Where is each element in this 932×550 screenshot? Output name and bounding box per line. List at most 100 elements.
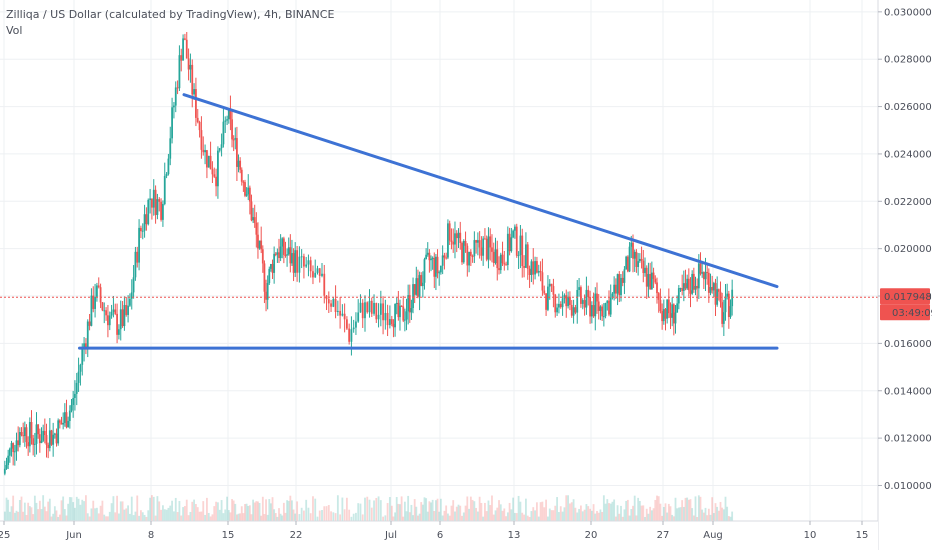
candle [452, 228, 455, 253]
candle [425, 248, 428, 260]
volume-bar [574, 507, 577, 521]
candle [60, 416, 63, 425]
trendline-descending-resistance[interactable] [182, 93, 779, 289]
volume-legend[interactable]: Vol [6, 24, 23, 37]
candle [587, 285, 590, 306]
candle [307, 254, 310, 277]
volume-bar [415, 506, 418, 521]
candle-body [292, 253, 295, 273]
volume-bar [276, 516, 279, 521]
time-tick-label: 10 [804, 530, 817, 541]
candle [63, 403, 66, 427]
volume-bar [167, 507, 170, 521]
candle [240, 167, 243, 186]
candle [94, 283, 96, 318]
candle-body [211, 169, 214, 175]
volume-bar [226, 496, 228, 521]
candle [649, 262, 652, 290]
volume-bar [642, 505, 645, 521]
candle-body [552, 286, 555, 295]
candle-body [489, 236, 492, 248]
candle [681, 274, 684, 296]
candle [545, 293, 547, 316]
candle [173, 102, 175, 119]
candle-body [268, 268, 271, 284]
candle [475, 239, 478, 254]
candle [255, 212, 258, 248]
candle [464, 231, 467, 253]
volume-bar [163, 509, 166, 521]
volume-bar [209, 516, 212, 521]
candle-body [303, 256, 305, 267]
candle-body [654, 278, 657, 283]
candle-body [530, 261, 533, 276]
volume-bar [207, 512, 210, 521]
volume-bar [611, 501, 614, 521]
volume-bar [373, 500, 375, 521]
candle [656, 277, 658, 304]
volume-bar [215, 501, 217, 521]
candle-body [129, 298, 131, 306]
candle-body [626, 256, 629, 272]
volume-bar [213, 506, 216, 521]
candle [448, 220, 451, 246]
candle [547, 275, 549, 312]
candle-body [421, 282, 424, 287]
candle-body [630, 242, 633, 247]
candle-body [15, 440, 18, 452]
candle [580, 285, 582, 308]
candle-body [332, 298, 335, 307]
candle [108, 311, 111, 331]
candle-body [236, 138, 238, 167]
volume-bar [659, 503, 662, 521]
candle-body [431, 257, 434, 259]
candle-body [475, 240, 478, 243]
candle-body [23, 427, 26, 437]
candle [525, 232, 527, 268]
candle-body [445, 257, 448, 259]
candle-body [525, 244, 527, 268]
candle-body [294, 250, 297, 273]
volume-bar [334, 513, 337, 521]
volume-bar [689, 499, 692, 521]
volume-bar [694, 496, 697, 521]
candle-body [471, 255, 474, 257]
candle [719, 281, 722, 308]
candle [143, 204, 146, 238]
candle [209, 141, 212, 170]
candle-body [70, 404, 73, 411]
volume-bar [38, 500, 41, 521]
volume-bar [455, 506, 458, 521]
candle [395, 297, 398, 315]
volume-bar [286, 500, 288, 521]
candle-body [498, 268, 500, 271]
symbol-title[interactable]: Zilliqa / US Dollar (calculated by Tradi… [6, 8, 335, 21]
candle [74, 380, 76, 411]
candle [123, 296, 126, 331]
volume-bar [599, 509, 602, 521]
candle-body [298, 256, 301, 273]
candle [523, 255, 525, 278]
candle-body [565, 295, 568, 307]
volume-bar [408, 512, 411, 521]
candle-body [543, 290, 546, 294]
candle-body [368, 300, 371, 313]
candle [281, 237, 284, 259]
candle [638, 253, 641, 263]
candle-body [229, 109, 232, 120]
volume-bar [364, 497, 366, 521]
candle-body [521, 235, 524, 267]
volume-bar [515, 513, 518, 521]
candle [30, 410, 33, 445]
candle [184, 33, 186, 41]
candle [75, 372, 78, 406]
volume-bar [237, 513, 240, 521]
price-axis: 0.01000000 0.01200000 0.01400000 0.01600000… [877, 0, 932, 550]
candle [57, 418, 60, 446]
volume-bar [361, 514, 364, 521]
candle [418, 271, 421, 311]
candle [206, 149, 208, 179]
volume-bar [702, 512, 705, 521]
volume-bar [628, 515, 631, 521]
